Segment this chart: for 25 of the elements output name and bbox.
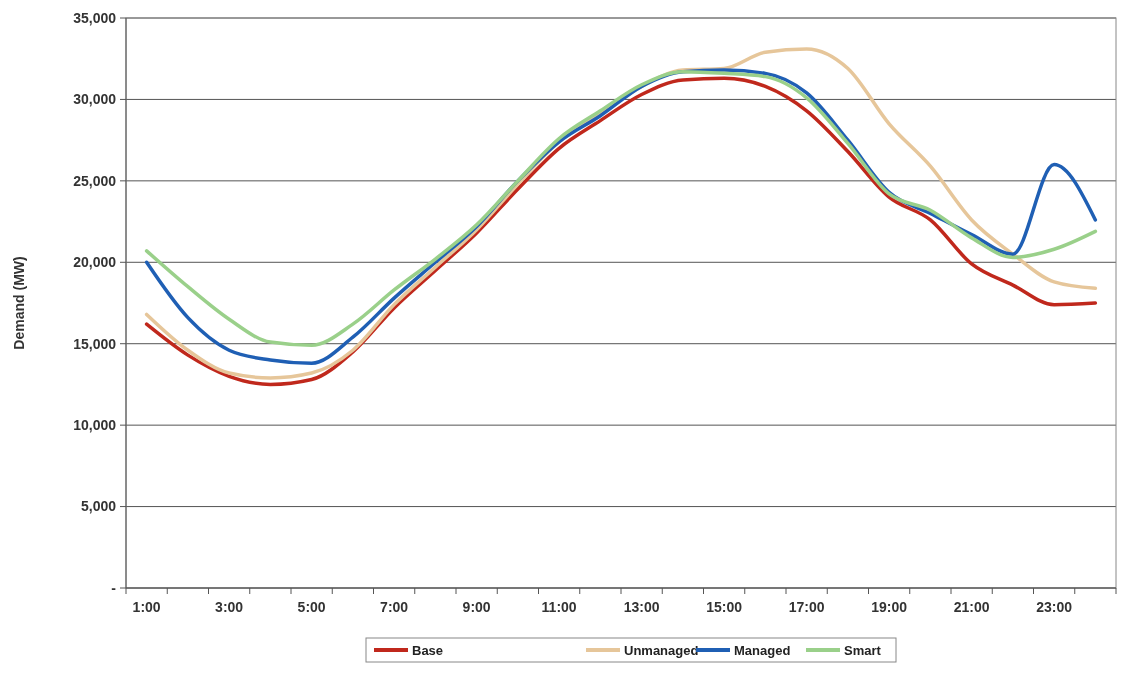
x-tick-label: 17:00	[788, 599, 825, 615]
legend-label: Managed	[734, 642, 791, 658]
y-tick-label: 30,000	[73, 91, 117, 108]
x-tick-label: 9:00	[462, 599, 491, 615]
x-tick-label: 19:00	[871, 599, 908, 615]
x-tick-label: 13:00	[623, 599, 660, 615]
y-tick-label: 10,000	[73, 417, 117, 434]
y-tick-label: -	[111, 579, 117, 596]
y-tick-label: 35,000	[73, 9, 117, 26]
x-tick-label: 21:00	[953, 599, 990, 615]
legend-label: Smart	[844, 642, 882, 658]
x-tick-label: 11:00	[541, 599, 577, 615]
x-tick-label: 7:00	[380, 599, 409, 615]
y-axis-title: Demand (MW)	[11, 256, 27, 350]
x-tick-label: 1:00	[132, 599, 161, 615]
y-tick-label: 5,000	[80, 498, 117, 515]
legend-label: Unmanaged	[624, 642, 699, 658]
x-tick-label: 5:00	[297, 599, 326, 615]
x-tick-label: 15:00	[706, 599, 743, 615]
legend-label: Base	[412, 642, 444, 658]
y-tick-label: 25,000	[73, 172, 117, 189]
y-tick-label: 15,000	[73, 335, 117, 352]
y-tick-label: 20,000	[73, 254, 117, 271]
x-tick-label: 23:00	[1036, 599, 1073, 615]
x-tick-label: 3:00	[215, 599, 244, 615]
